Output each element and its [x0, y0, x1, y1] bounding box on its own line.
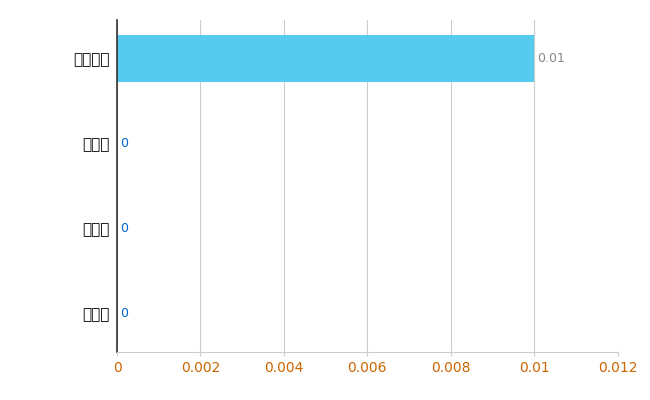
- Text: 0: 0: [120, 137, 128, 150]
- Text: 0: 0: [120, 222, 128, 235]
- Text: 0: 0: [120, 307, 128, 320]
- Bar: [117, 35, 534, 82]
- Text: 0.01: 0.01: [538, 52, 566, 65]
